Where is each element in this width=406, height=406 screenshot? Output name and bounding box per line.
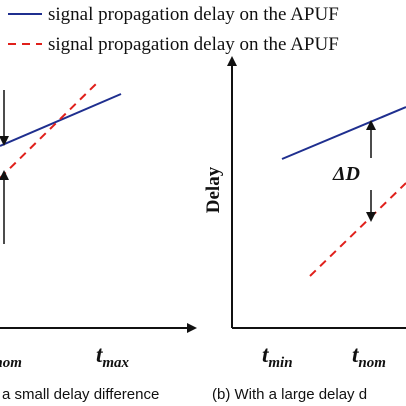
panel-b: Delay ΔD tmin tnom (b) With a large dela… bbox=[203, 56, 406, 403]
panel-a-tick-nom: tnom bbox=[0, 342, 22, 371]
legend: signal propagation delay on the APUF sig… bbox=[8, 4, 339, 55]
panel-a-solid-line bbox=[0, 93, 122, 147]
panel-b-ylabel: Delay bbox=[203, 166, 224, 213]
panel-b-caption: (b) With a large delay d bbox=[212, 386, 367, 403]
legend-dashed-label: signal propagation delay on the APUF bbox=[48, 34, 339, 55]
panel-b-delta-label: ΔD bbox=[332, 163, 360, 185]
panel-a-dashed-line bbox=[0, 81, 99, 179]
panel-b-dashed-line bbox=[309, 182, 406, 277]
panel-a-tick-max: tmax bbox=[96, 342, 130, 371]
panel-a-caption: a small delay difference bbox=[2, 386, 159, 403]
panel-a: tnom tmax a small delay difference bbox=[0, 81, 197, 403]
legend-solid-label: signal propagation delay on the APUF bbox=[48, 4, 339, 25]
panel-b-tick-nom: tnom bbox=[352, 342, 386, 371]
panel-b-solid-line bbox=[281, 106, 406, 160]
panel-b-tick-min: tmin bbox=[262, 342, 293, 371]
